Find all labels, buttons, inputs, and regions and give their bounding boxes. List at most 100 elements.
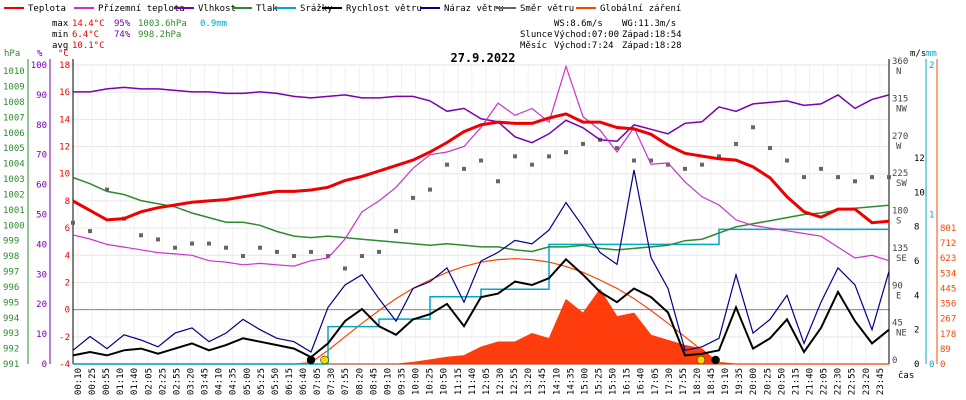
x-tick-label: 16:15	[623, 368, 633, 395]
wind-direction-point	[360, 254, 364, 259]
info-moon-set: Západ:18:28	[622, 41, 682, 51]
x-tick-label: 12:55	[510, 368, 520, 395]
wind-direction-point	[564, 150, 568, 155]
hpa-tick-label: 1000	[3, 221, 25, 231]
info-ws: WS:8.6m/s	[554, 19, 603, 29]
ms-tick-label: 0	[914, 360, 919, 370]
x-tick-label: 12:30	[496, 368, 506, 395]
wind-direction-point	[649, 158, 653, 163]
x-tick-label: 21:40	[806, 368, 816, 395]
info-moon-rise: Východ:7:24	[554, 41, 614, 51]
x-tick-label: 02:55	[172, 368, 182, 395]
hpa-tick-label: 1008	[3, 98, 25, 108]
x-tick-label: 22:05	[820, 368, 830, 395]
x-tick-label: 17:30	[665, 368, 675, 395]
x-tick-label: 01:10	[116, 368, 126, 395]
legend-label: Srážky	[300, 4, 333, 14]
legend-label: Přízemní teplota	[98, 4, 185, 14]
dir-name-label: NW	[896, 104, 907, 114]
x-tick-label: 18:45	[707, 368, 717, 395]
dir-name-label: E	[896, 291, 901, 301]
wind-direction-point	[513, 154, 517, 159]
rad-tick-label: 712	[940, 239, 956, 249]
pct-tick-label: 20	[36, 300, 47, 310]
stats-max-press: 1003.6hPa	[138, 19, 187, 29]
dir-name-label: SW	[896, 179, 907, 189]
legend-label: Směr větru	[520, 4, 574, 14]
x-tick-label: 15:25	[594, 368, 604, 395]
hpa-tick-label: 1007	[3, 113, 25, 123]
x-tick-label: 14:10	[552, 368, 562, 395]
wind-direction-point	[411, 195, 415, 200]
legend-label: Globální záření	[600, 4, 681, 14]
dir-name-label: SE	[896, 254, 907, 264]
wind-direction-point	[88, 229, 92, 234]
hpa-tick-label: 1005	[3, 144, 25, 154]
hpa-tick-label: 991	[3, 360, 19, 370]
plot-area	[71, 64, 891, 365]
hpa-tick-label: 998	[3, 252, 19, 262]
axis-ms-label: m/s	[910, 49, 926, 59]
mm-tick-label: 2	[929, 61, 934, 71]
axis-x-label: čas	[898, 370, 914, 381]
wind-direction-point	[479, 158, 483, 163]
x-tick-label: 03:20	[186, 368, 196, 395]
temp-tick-label: 2	[65, 278, 70, 288]
x-tick-label: 10:00	[412, 368, 422, 395]
legend-background	[0, 0, 966, 16]
x-tick-label: 14:35	[566, 368, 576, 395]
wind-direction-point	[751, 125, 755, 130]
wind-direction-point	[785, 158, 789, 163]
info-block: WS:8.6m/s WG:11.3m/s Slunce Východ:07:00…	[520, 19, 682, 51]
stats-min-press: 998.2hPa	[138, 30, 181, 40]
x-tick-label: 18:20	[693, 368, 703, 395]
ms-tick-label: 10	[914, 188, 925, 198]
info-wg: WG:11.3m/s	[622, 19, 676, 29]
hpa-tick-label: 1001	[3, 206, 25, 216]
rad-tick-label: 0	[940, 360, 945, 370]
temperature-line	[72, 112, 890, 225]
info-sun-label: Slunce	[520, 30, 553, 40]
x-tick-label: 02:25	[158, 368, 168, 395]
pct-tick-label: 100	[31, 61, 47, 71]
moonset-marker	[696, 355, 706, 365]
moonrise-marker	[320, 355, 329, 365]
ms-tick-label: 4	[914, 291, 919, 301]
stats-min-label: min	[52, 30, 68, 40]
wind-direction-point	[377, 249, 381, 254]
legend-label: Vlhkost	[198, 4, 236, 14]
wind-direction-point	[836, 175, 840, 180]
x-tick-label: 10:25	[426, 368, 436, 395]
hpa-tick-label: 996	[3, 283, 19, 293]
x-tick-label: 04:10	[215, 368, 225, 395]
pct-tick-label: 0	[42, 360, 47, 370]
mm-tick-label: 0	[929, 360, 934, 370]
wind-direction-point	[275, 249, 279, 254]
temp-tick-label: 10	[59, 170, 70, 180]
hpa-tick-label: 999	[3, 237, 19, 247]
dir-tick-label: 180	[892, 207, 908, 217]
wind-direction-point	[853, 179, 857, 184]
wind-direction-point	[156, 237, 160, 242]
x-tick-label: 07:30	[327, 368, 337, 395]
pct-tick-label: 70	[36, 151, 47, 161]
x-tick-label: 07:05	[313, 368, 323, 395]
info-sun-rise: Východ:07:00	[554, 30, 619, 40]
temp-tick-label: 4	[65, 251, 70, 261]
dir-tick-label: 0	[892, 356, 897, 366]
x-tick-label: 05:25	[257, 368, 267, 395]
wind-direction-point	[700, 162, 704, 167]
wind-direction-point	[105, 187, 109, 192]
x-tick-label: 20:50	[777, 368, 787, 395]
dir-tick-label: 225	[892, 169, 908, 179]
wind-direction-point	[530, 162, 534, 167]
ms-tick-label: 12	[914, 154, 925, 164]
hpa-tick-label: 995	[3, 298, 19, 308]
x-tick-label: 01:40	[130, 368, 140, 395]
ms-tick-label: 6	[914, 257, 919, 267]
x-tick-label: 19:35	[735, 368, 745, 395]
stats-max-temp: 14.4°C	[72, 19, 105, 29]
rad-tick-label: 801	[940, 224, 956, 234]
wind-direction-point	[683, 166, 687, 171]
